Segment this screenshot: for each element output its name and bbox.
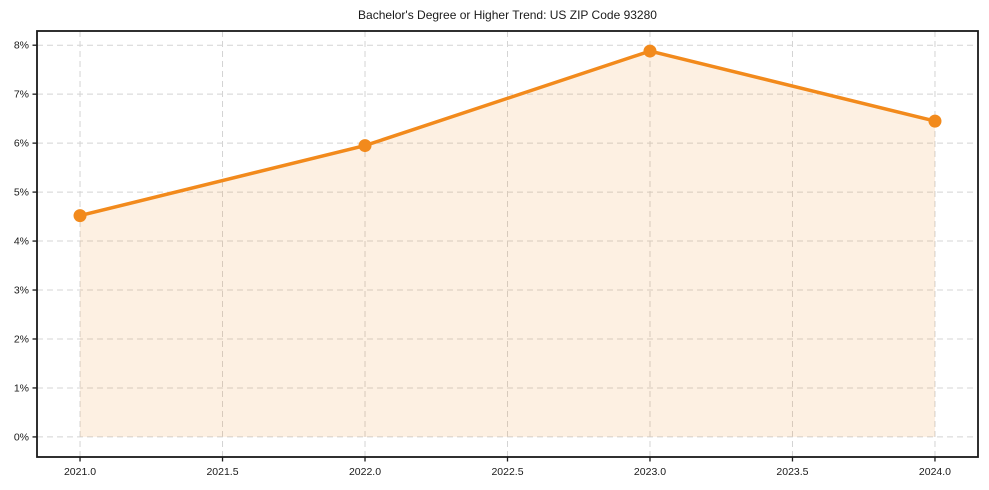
x-tick-label: 2022.0: [349, 466, 381, 478]
y-tick-label: 0%: [14, 431, 29, 443]
area-fill: [80, 51, 935, 437]
y-tick-label: 3%: [14, 285, 29, 297]
data-point-marker: [358, 139, 372, 153]
y-tick-label: 5%: [14, 187, 29, 199]
x-tick-label: 2024.0: [919, 466, 951, 478]
y-tick-label: 4%: [14, 236, 29, 248]
x-tick-label: 2022.5: [491, 466, 523, 478]
x-tick-label: 2021.5: [206, 466, 238, 478]
x-tick-label: 2023.0: [634, 466, 666, 478]
x-tick-label: 2023.5: [776, 466, 808, 478]
data-point-marker: [928, 114, 942, 128]
y-tick-label: 6%: [14, 138, 29, 150]
chart-title: Bachelor's Degree or Higher Trend: US ZI…: [358, 8, 657, 22]
y-tick-label: 1%: [14, 382, 29, 394]
data-point-marker: [643, 44, 657, 58]
y-tick-label: 8%: [14, 40, 29, 52]
trend-line: [78, 49, 937, 218]
x-tick-label: 2021.0: [64, 466, 96, 478]
y-tick-label: 2%: [14, 333, 29, 345]
y-tick-label: 7%: [14, 89, 29, 101]
data-point-marker: [73, 209, 87, 223]
plot-frame: [36, 30, 979, 458]
